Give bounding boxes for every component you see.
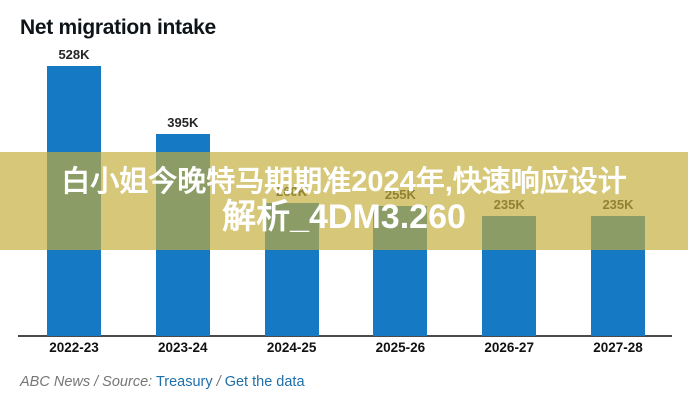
category-label-2024-25: 2024-25 (266, 340, 317, 355)
footer-attribution-text: ABC News / Source: (20, 374, 153, 390)
overlay-text-line1: 白小姐今晚特马期期准2024年,快速响应设计 (61, 165, 627, 198)
chart-title: Net migration intake (20, 16, 216, 39)
attribution-footer: ABC News / Source: Treasury / Get the da… (20, 374, 305, 390)
overlay-text-line2: 解析_4DM3.260 (222, 197, 466, 236)
value-label-2023-24: 395K (167, 115, 199, 130)
x-axis-line (18, 335, 672, 337)
source-link[interactable]: Treasury (155, 374, 213, 390)
get-the-data-link[interactable]: Get the data (224, 374, 305, 390)
value-label-2022-23: 528K (58, 47, 90, 62)
category-label-2023-24: 2023-24 (158, 340, 208, 355)
category-label-2027-28: 2027-28 (593, 340, 643, 355)
category-label-2022-23: 2022-23 (49, 340, 99, 355)
footer-separator: / (216, 374, 221, 390)
category-label-2026-27: 2026-27 (484, 340, 534, 355)
category-label-2025-26: 2025-26 (375, 340, 426, 355)
spam-overlay-banner: 白小姐今晚特马期期准2024年,快速响应设计 解析_4DM3.260 (0, 152, 688, 250)
